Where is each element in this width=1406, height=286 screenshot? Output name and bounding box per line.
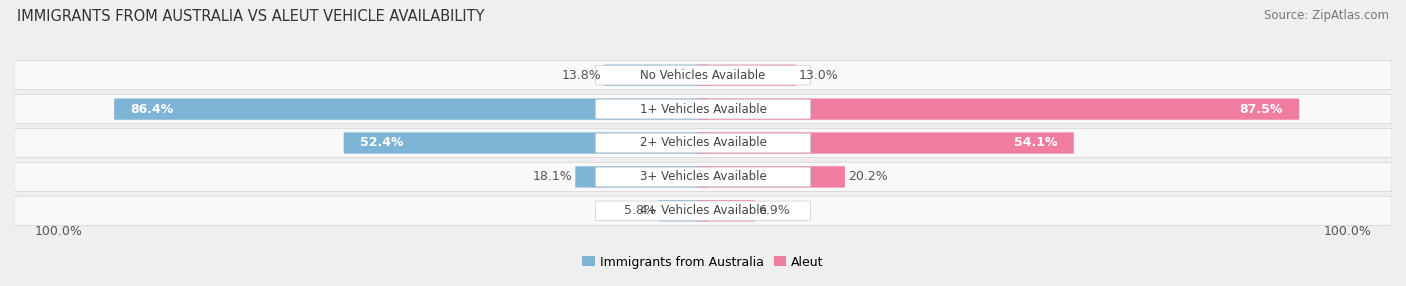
FancyBboxPatch shape [14, 162, 1392, 191]
FancyBboxPatch shape [697, 132, 1074, 154]
FancyBboxPatch shape [697, 200, 755, 221]
Text: 18.1%: 18.1% [533, 170, 572, 183]
FancyBboxPatch shape [14, 196, 1392, 225]
FancyBboxPatch shape [343, 132, 709, 154]
Text: 20.2%: 20.2% [848, 170, 887, 183]
Text: 100.0%: 100.0% [1323, 225, 1371, 238]
FancyBboxPatch shape [14, 95, 1392, 124]
Text: 54.1%: 54.1% [1014, 136, 1057, 150]
FancyBboxPatch shape [596, 65, 810, 85]
FancyBboxPatch shape [14, 61, 1392, 90]
Text: 1+ Vehicles Available: 1+ Vehicles Available [640, 103, 766, 116]
Text: 2+ Vehicles Available: 2+ Vehicles Available [640, 136, 766, 150]
Text: IMMIGRANTS FROM AUSTRALIA VS ALEUT VEHICLE AVAILABILITY: IMMIGRANTS FROM AUSTRALIA VS ALEUT VEHIC… [17, 9, 485, 23]
Text: 52.4%: 52.4% [360, 136, 404, 150]
FancyBboxPatch shape [14, 128, 1392, 158]
FancyBboxPatch shape [605, 65, 709, 86]
Text: 86.4%: 86.4% [131, 103, 174, 116]
Text: 100.0%: 100.0% [35, 225, 83, 238]
FancyBboxPatch shape [658, 200, 709, 221]
FancyBboxPatch shape [697, 98, 1299, 120]
Text: 13.0%: 13.0% [799, 69, 839, 82]
Text: Source: ZipAtlas.com: Source: ZipAtlas.com [1264, 9, 1389, 21]
FancyBboxPatch shape [114, 98, 709, 120]
FancyBboxPatch shape [596, 99, 810, 119]
Text: 5.8%: 5.8% [624, 204, 655, 217]
FancyBboxPatch shape [596, 133, 810, 153]
Text: 6.9%: 6.9% [758, 204, 790, 217]
Text: 13.8%: 13.8% [562, 69, 602, 82]
FancyBboxPatch shape [697, 166, 845, 188]
FancyBboxPatch shape [596, 167, 810, 187]
Text: 3+ Vehicles Available: 3+ Vehicles Available [640, 170, 766, 183]
FancyBboxPatch shape [596, 201, 810, 221]
Text: 4+ Vehicles Available: 4+ Vehicles Available [640, 204, 766, 217]
Text: No Vehicles Available: No Vehicles Available [640, 69, 766, 82]
Legend: Immigrants from Australia, Aleut: Immigrants from Australia, Aleut [582, 255, 824, 269]
FancyBboxPatch shape [697, 65, 796, 86]
Text: 87.5%: 87.5% [1239, 103, 1282, 116]
FancyBboxPatch shape [575, 166, 709, 188]
